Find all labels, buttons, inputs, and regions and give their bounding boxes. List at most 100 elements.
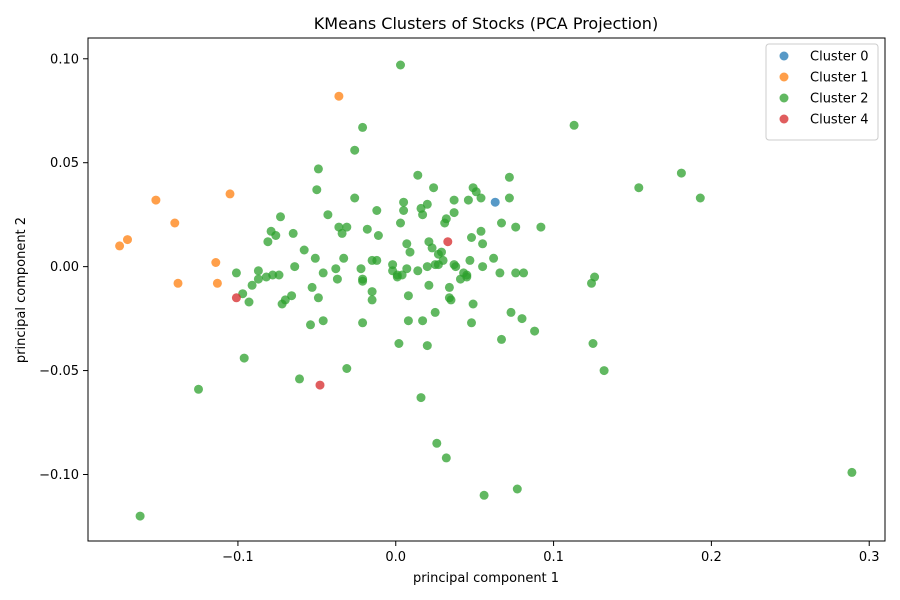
scatter-point xyxy=(519,268,529,278)
scatter-point xyxy=(497,334,506,344)
scatter-point xyxy=(403,291,413,301)
scatter-point xyxy=(358,318,368,328)
scatter-point xyxy=(471,187,481,197)
scatter-point xyxy=(337,228,347,238)
scatter-point xyxy=(587,278,596,288)
scatter-point xyxy=(276,212,285,222)
scatter-point xyxy=(479,490,489,500)
scatter-point xyxy=(225,189,235,199)
legend-label: Cluster 2 xyxy=(810,92,869,107)
scatter-point xyxy=(403,316,413,326)
scatter-point xyxy=(135,511,145,521)
scatter-point xyxy=(511,222,521,232)
scatter-point xyxy=(212,278,222,288)
scatter-point xyxy=(478,239,488,249)
scatter-point xyxy=(362,224,372,234)
legend-label: Cluster 1 xyxy=(810,71,869,86)
scatter-point xyxy=(253,266,263,276)
scatter-point xyxy=(239,353,249,363)
y-tick-label: −0.10 xyxy=(39,468,79,483)
scatter-point xyxy=(399,206,409,215)
x-tick-label: 0.2 xyxy=(701,550,722,565)
scatter-point xyxy=(356,264,366,274)
scatter-point xyxy=(334,91,344,101)
scatter-point xyxy=(350,145,360,155)
scatter-point xyxy=(307,282,317,292)
scatter-point xyxy=(244,297,254,307)
plot-frame xyxy=(87,37,886,542)
scatter-point xyxy=(397,270,407,280)
scatter-point xyxy=(599,366,609,376)
scatter-point xyxy=(476,193,486,203)
scatter-point xyxy=(467,233,476,242)
scatter-point xyxy=(429,183,439,193)
scatter-point xyxy=(253,274,263,284)
scatter-point xyxy=(373,231,383,240)
scatter-point xyxy=(446,295,456,305)
scatter-point xyxy=(342,364,352,373)
scatter-point xyxy=(170,218,180,228)
scatter-point xyxy=(418,316,428,326)
scatter-point xyxy=(444,282,454,292)
scatter-point xyxy=(443,237,453,247)
legend-marker xyxy=(779,51,789,61)
scatter-point xyxy=(358,276,368,286)
scatter-point xyxy=(430,307,440,317)
scatter-point xyxy=(517,314,527,324)
scatter-point xyxy=(490,197,500,207)
scatter-point xyxy=(476,226,486,236)
scatter-point xyxy=(339,253,349,263)
scatter-point xyxy=(422,199,432,209)
scatter-point xyxy=(418,210,428,220)
x-tick-label: −0.1 xyxy=(222,550,254,565)
scatter-point xyxy=(530,326,540,336)
scatter-point xyxy=(263,237,273,247)
scatter-point xyxy=(115,241,125,251)
scatter-point xyxy=(277,299,287,309)
x-tick-label: 0.1 xyxy=(543,550,564,565)
scatter-point xyxy=(463,195,473,205)
scatter-point xyxy=(456,274,465,284)
legend-marker xyxy=(779,114,789,124)
scatter-point xyxy=(478,262,488,272)
scatter-point xyxy=(512,484,522,494)
scatter-point xyxy=(295,374,304,384)
scatter-point xyxy=(313,293,323,303)
scatter-point xyxy=(261,272,271,282)
scatter-point xyxy=(695,193,705,203)
scatter-point xyxy=(497,218,506,228)
points-layer xyxy=(115,60,857,521)
scatter-point xyxy=(310,253,320,263)
y-tick-label: 0.05 xyxy=(50,156,79,171)
scatter-point xyxy=(396,60,405,70)
scatter-point xyxy=(274,270,284,280)
scatter-point xyxy=(465,255,475,265)
scatter-point xyxy=(394,339,404,348)
scatter-point xyxy=(306,320,315,330)
legend-marker xyxy=(779,72,789,82)
scatter-point xyxy=(367,287,377,297)
scatter-point xyxy=(413,266,423,276)
scatter-point xyxy=(396,218,405,228)
x-axis-label: principal component 1 xyxy=(413,571,559,586)
scatter-point xyxy=(467,318,476,328)
scatter-point xyxy=(367,295,377,305)
scatter-point xyxy=(332,274,342,284)
scatter-point xyxy=(536,222,546,232)
scatter-point xyxy=(173,278,183,288)
scatter-point xyxy=(399,197,409,207)
scatter-point xyxy=(416,393,426,403)
chart-title: KMeans Clusters of Stocks (PCA Projectio… xyxy=(314,14,658,33)
x-tick-label: 0.0 xyxy=(385,550,406,565)
legend-label: Cluster 4 xyxy=(810,113,869,128)
scatter-point xyxy=(315,380,325,390)
scatter-point xyxy=(449,195,459,205)
scatter-point xyxy=(312,185,322,195)
scatter-point xyxy=(194,384,203,394)
x-axis-ticks: −0.1 0.0 0.1 0.2 0.3 xyxy=(222,541,880,565)
scatter-point xyxy=(402,239,412,249)
scatter-point xyxy=(299,245,309,255)
y-tick-label: −0.05 xyxy=(39,364,79,379)
scatter-point xyxy=(290,262,300,272)
